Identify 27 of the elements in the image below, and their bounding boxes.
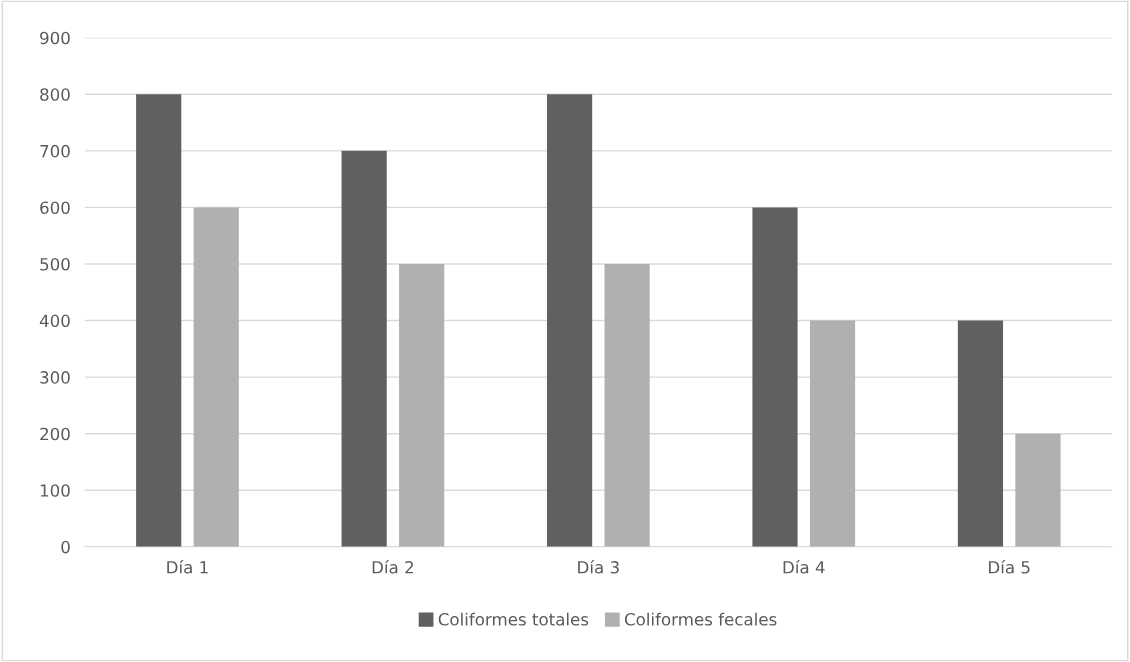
y-tick-label: 100 — [40, 484, 70, 497]
bar — [546, 94, 593, 547]
x-tick-label: Día 2 — [372, 560, 414, 574]
bar — [809, 320, 856, 547]
legend-label: Coliformes fecales — [624, 612, 777, 626]
y-tick-label: 400 — [39, 314, 70, 328]
y-tick-label: 500 — [40, 257, 70, 271]
y-tick-label: 200 — [40, 427, 70, 441]
bar — [604, 263, 650, 547]
y-tick-label: 300 — [40, 371, 70, 384]
bar — [193, 207, 239, 547]
y-tick-label: 0 — [61, 540, 70, 554]
y-tick-label: 600 — [40, 201, 70, 214]
bar — [752, 207, 798, 547]
x-tick-label: Día 1 — [167, 560, 208, 574]
y-tick-label: 700 — [40, 144, 70, 158]
bar — [957, 320, 1004, 547]
legend-label: Coliformes totales — [438, 612, 589, 626]
x-tick-label: Día 4 — [783, 560, 825, 574]
bar — [1015, 433, 1061, 547]
x-tick-label: Día 5 — [989, 560, 1030, 574]
bar — [136, 94, 182, 547]
x-tick-label: Día 3 — [578, 560, 619, 574]
bar — [399, 263, 445, 547]
y-tick-label: 900 — [40, 31, 70, 45]
y-tick-label: 800 — [40, 88, 70, 101]
bar — [341, 150, 387, 547]
